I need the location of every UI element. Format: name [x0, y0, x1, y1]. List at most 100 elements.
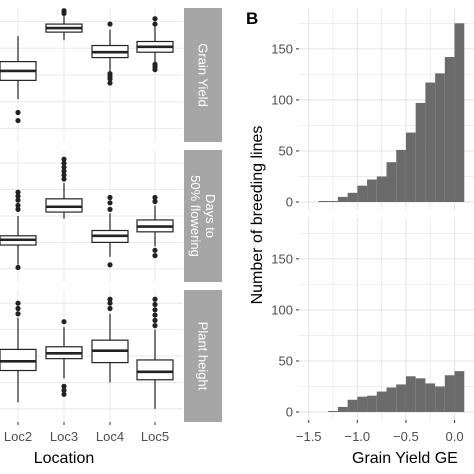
box-iqr — [45, 198, 83, 213]
outlier-point — [15, 109, 21, 116]
outlier-point — [61, 387, 67, 393]
facet-strip-label: Grain Yield — [196, 43, 211, 107]
outlier-point — [61, 8, 67, 14]
outlier-point — [61, 172, 67, 178]
outlier-point — [61, 156, 67, 162]
histogram-bar — [367, 395, 377, 412]
outlier-point — [152, 194, 158, 201]
outlier-point — [61, 319, 67, 325]
facet-strip — [184, 290, 222, 422]
facet-2: Days to50% flowering — [0, 150, 222, 282]
outlier-point — [15, 300, 21, 306]
histogram-bar — [396, 384, 406, 412]
histogram-bar — [405, 132, 416, 202]
box-loc5 — [136, 16, 174, 73]
x-tick-label: −0.5 — [393, 429, 419, 444]
outlier-point — [61, 160, 67, 166]
outlier-point — [61, 176, 67, 182]
box-loc4 — [91, 21, 129, 86]
histogram-bar — [435, 73, 445, 202]
outlier-point — [15, 206, 21, 212]
facet-strip — [184, 8, 222, 142]
box-loc3 — [45, 319, 83, 397]
histogram-bar — [425, 82, 436, 202]
outlier-point — [107, 200, 113, 206]
y-tick-label: 150 — [271, 41, 293, 56]
outlier-point — [152, 307, 158, 313]
y-tick-label: 100 — [271, 92, 293, 107]
outlier-point — [15, 264, 21, 271]
outlier-point — [107, 300, 113, 306]
facet-strip-label: Plant height — [196, 322, 211, 391]
histogram-bar — [454, 371, 465, 412]
outlier-point — [152, 323, 158, 329]
histogram-bar — [357, 396, 368, 412]
box-loc2 — [0, 36, 37, 124]
facet-strip — [184, 150, 222, 282]
box-iqr — [136, 359, 174, 381]
histogram-bar — [444, 375, 455, 412]
box-loc4 — [91, 194, 129, 268]
x-tick-label-loc2: Loc2 — [4, 429, 32, 444]
outlier-point — [107, 80, 113, 86]
histogram-bar — [425, 383, 436, 412]
facet-strip-label: Days to50% flowering — [188, 175, 218, 257]
outlier-point — [15, 193, 21, 199]
outlier-point — [15, 117, 21, 124]
histogram-bar — [337, 196, 348, 202]
outlier-point — [15, 197, 21, 203]
outlier-point — [15, 311, 21, 317]
outlier-point — [152, 16, 158, 22]
x-tick-label: −1.0 — [344, 429, 370, 444]
histogram-bar — [328, 200, 338, 202]
x-axis-title-grain-yield-ge: Grain Yield GE — [352, 450, 458, 467]
y-tick-label: 150 — [271, 251, 293, 266]
outlier-point — [15, 189, 21, 195]
box-loc5 — [136, 296, 174, 409]
histogram-bar — [386, 387, 397, 412]
outlier-point — [15, 305, 21, 312]
box-loc3 — [45, 156, 83, 219]
histogram-bar — [396, 149, 406, 202]
box-loc2 — [0, 189, 37, 271]
outlier-point — [107, 21, 113, 27]
histogram-bar — [347, 399, 358, 412]
y-tick-label: 50 — [279, 353, 293, 368]
histogram-bar — [357, 185, 368, 202]
histogram-bar — [347, 192, 358, 202]
outlier-point — [107, 71, 113, 77]
histogram-facet-1: 0 50 100 150 — [271, 8, 474, 210]
panel-label-b: B — [246, 9, 258, 28]
box-loc2 — [0, 300, 37, 403]
outlier-point — [61, 164, 67, 170]
histogram-facet-2: 0 50 100 150 — [271, 218, 474, 420]
histogram-bar — [415, 378, 426, 412]
histogram-bar — [454, 23, 465, 202]
outlier-point — [152, 301, 158, 308]
histogram-bar — [405, 376, 416, 412]
y-tick-label: 0 — [286, 195, 293, 210]
outlier-point — [152, 198, 158, 205]
box-loc3 — [45, 8, 83, 41]
outlier-point — [107, 194, 113, 201]
outlier-point — [152, 296, 158, 302]
histogram-bar — [376, 176, 387, 202]
outlier-point — [152, 317, 158, 323]
outlier-point — [152, 247, 158, 253]
boxplot-panel-a: Grain Yield Days to50% flowering Plant hei… — [0, 8, 222, 444]
histogram-bar — [376, 391, 387, 412]
facet-3: Plant height — [0, 290, 222, 422]
outlier-point — [107, 262, 113, 268]
histogram-bar — [367, 179, 377, 202]
outlier-point — [107, 305, 113, 312]
outlier-point — [61, 391, 67, 397]
y-tick-label: 100 — [271, 302, 293, 317]
y-tick-label: 0 — [286, 405, 293, 420]
y-axis-title-breeding-lines: Number of breeding lines — [249, 126, 266, 305]
histogram-bar — [435, 386, 445, 412]
histogram-bar — [318, 200, 329, 202]
x-tick-label: 0.0 — [446, 429, 464, 444]
x-tick-label-loc4: Loc4 — [96, 429, 124, 444]
x-tick-label-loc5: Loc5 — [141, 429, 169, 444]
